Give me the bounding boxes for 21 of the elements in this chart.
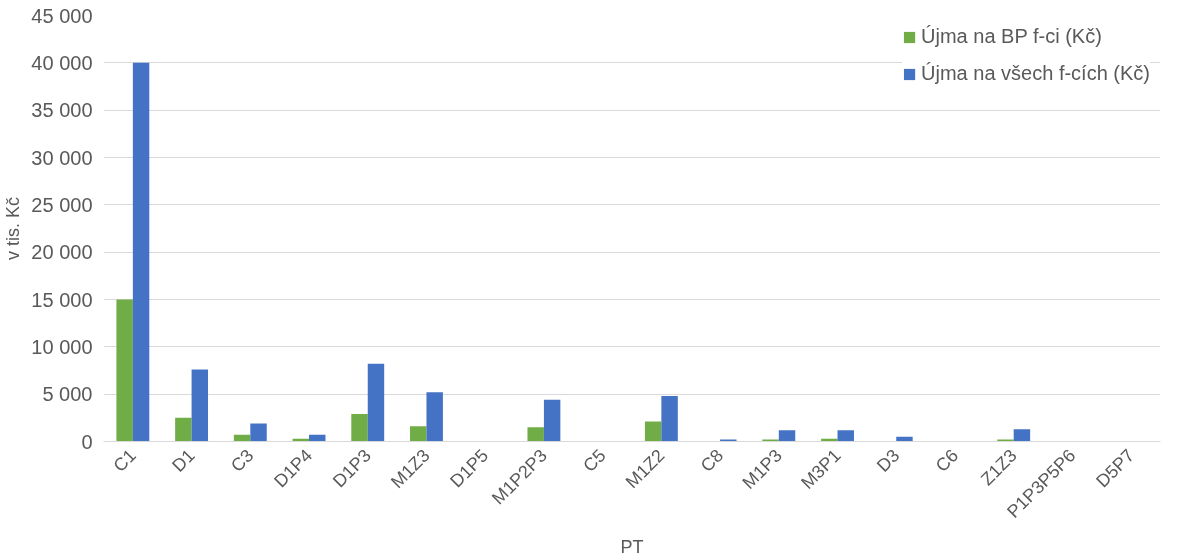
x-tick-label: C5 bbox=[579, 445, 610, 476]
x-tick-label: C3 bbox=[226, 445, 258, 476]
y-tick-label: 35 000 bbox=[31, 99, 93, 122]
x-tick-label: C6 bbox=[931, 445, 963, 476]
y-tick-label: 30 000 bbox=[31, 146, 93, 169]
y-tick-label: 20 000 bbox=[31, 241, 93, 264]
x-tick-label: D1 bbox=[168, 445, 199, 476]
y-tick-label: 0 bbox=[81, 430, 93, 453]
x-axis-title: PT bbox=[620, 536, 644, 557]
y-tick-label: 15 000 bbox=[31, 288, 93, 311]
x-tick-label: D3 bbox=[872, 445, 904, 476]
legend-label: Újma na BP f-ci (Kč) bbox=[921, 25, 1102, 48]
y-tick-label: 5 000 bbox=[42, 383, 93, 406]
x-tick-label: C1 bbox=[109, 445, 140, 476]
y-tick-label: 45 000 bbox=[31, 4, 93, 27]
y-tick-label: 10 000 bbox=[31, 335, 93, 358]
y-tick-label: 40 000 bbox=[31, 51, 93, 74]
legend-label: Újma na všech f-cích (Kč) bbox=[921, 62, 1150, 85]
y-axis-title: v tis. Kč bbox=[3, 196, 24, 260]
y-tick-label: 25 000 bbox=[31, 193, 93, 216]
x-tick-label: C8 bbox=[696, 445, 728, 476]
